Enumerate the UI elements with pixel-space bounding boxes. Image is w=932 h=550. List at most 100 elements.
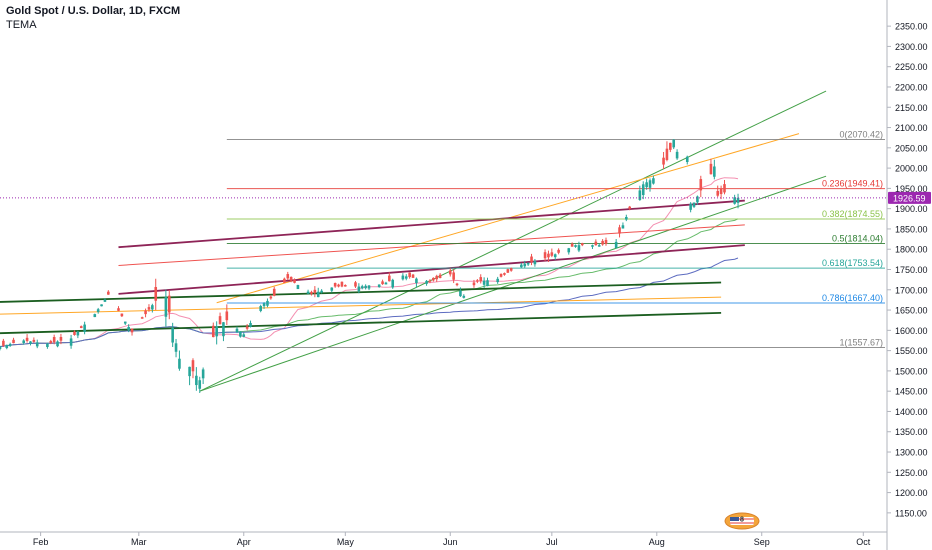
- candle-body: [692, 202, 696, 207]
- candle-body: [239, 331, 242, 337]
- candle-body: [123, 321, 127, 324]
- trend-line: [199, 175, 827, 392]
- svg-text:8: 8: [740, 517, 744, 524]
- candle-body: [689, 203, 692, 210]
- candle-body: [384, 282, 388, 285]
- price-tick-label: 1400.00: [895, 407, 928, 417]
- fib-level-label: 0.618(1753.54): [822, 258, 883, 268]
- candle-body: [249, 323, 252, 327]
- candle-body: [364, 285, 367, 289]
- candle-body: [344, 285, 347, 287]
- candle-body: [337, 284, 340, 287]
- candle-body: [357, 286, 361, 292]
- candle-body: [195, 375, 198, 386]
- candle-body: [669, 142, 672, 150]
- price-tick-label: 1900.00: [895, 204, 928, 214]
- candle-body: [520, 264, 523, 268]
- candle-body: [614, 241, 618, 249]
- candle-body: [733, 197, 736, 204]
- fib-level-label: 0.382(1874.55): [822, 209, 883, 219]
- candle-body: [188, 366, 191, 377]
- price-axis[interactable]: 2350.00 2300.00 2250.00 2200.00 2150.00 2100.…: [886, 0, 928, 550]
- candle-body: [391, 279, 395, 288]
- candle-body: [567, 248, 571, 253]
- candle-body: [719, 188, 723, 195]
- price-tick-label: 1800.00: [895, 245, 928, 255]
- current-price: 1926.59: [0, 191, 931, 204]
- price-tick-label: 1350.00: [895, 427, 928, 437]
- time-axis[interactable]: Feb Mar Apr May Jun Jul Aug Sep Oct: [0, 531, 887, 547]
- candle-body: [628, 206, 632, 209]
- candle-body: [462, 295, 466, 298]
- candle-body: [388, 275, 391, 282]
- candle-body: [381, 281, 384, 285]
- candle-body: [665, 148, 669, 160]
- candle-body: [52, 337, 56, 343]
- candle-body: [499, 273, 503, 277]
- candle-body: [591, 245, 594, 247]
- candle-body: [191, 360, 195, 372]
- candle-body: [22, 340, 25, 344]
- candle-body: [76, 331, 80, 336]
- candle-body: [242, 334, 246, 337]
- candle-body: [201, 369, 205, 379]
- time-tick-label: Jun: [443, 537, 458, 547]
- flag-logo-icon: 8: [724, 512, 760, 530]
- candle-body: [472, 282, 476, 286]
- candle-body: [120, 313, 124, 317]
- candle-body: [266, 300, 269, 306]
- candle-body: [455, 283, 459, 286]
- candle-body: [408, 272, 411, 278]
- candle-body: [272, 288, 276, 296]
- price-tick-label: 2300.00: [895, 42, 928, 52]
- candle-body: [12, 339, 15, 344]
- candle-body: [49, 341, 53, 343]
- current-price-tag: [888, 191, 931, 204]
- candle-body: [641, 184, 645, 196]
- fib-level-label: 1(1557.67): [839, 338, 883, 348]
- candle-body: [432, 277, 435, 281]
- candle-body: [171, 327, 174, 343]
- candle-body: [147, 307, 151, 310]
- candle-body: [5, 344, 9, 349]
- candle-body: [553, 254, 557, 258]
- candle-body: [662, 157, 665, 165]
- candle-body: [293, 279, 296, 283]
- price-tick-label: 2350.00: [895, 22, 928, 32]
- candle-body: [696, 196, 699, 203]
- candle-body: [435, 275, 439, 280]
- candles: [0, 139, 740, 393]
- price-tick-label: 2100.00: [895, 123, 928, 133]
- candle-body: [225, 311, 229, 321]
- candle-body: [83, 324, 86, 332]
- candle-body: [35, 342, 39, 347]
- fib-level-label: 0(2070.42): [839, 130, 883, 140]
- candle-body: [401, 275, 405, 280]
- candle-body: [530, 256, 533, 262]
- fib-level-label: 0.5(1814.04): [832, 234, 883, 244]
- candle-body: [211, 325, 215, 338]
- candle-body: [140, 317, 144, 319]
- candle-body: [645, 182, 648, 188]
- price-tick-label: 2250.00: [895, 62, 928, 72]
- candle-body: [103, 299, 107, 302]
- candle-body: [652, 178, 655, 184]
- trend-line: [118, 224, 745, 266]
- price-tick-label: 2200.00: [895, 82, 928, 92]
- candle-body: [557, 249, 560, 253]
- current-price-label: 1926.59: [893, 193, 926, 203]
- price-tick-label: 1150.00: [895, 508, 927, 518]
- candle-body: [709, 163, 713, 175]
- drawings[interactable]: [0, 90, 885, 392]
- candle-body: [638, 190, 642, 200]
- price-tick-label: 1700.00: [895, 285, 928, 295]
- candle-body: [127, 326, 130, 330]
- candle-body: [672, 139, 676, 148]
- price-tick-label: 1550.00: [895, 346, 928, 356]
- fib-labels: 0(2070.42) 0.236(1949.41) 0.382(1874.55) 0.…: [822, 130, 883, 348]
- candle-body: [648, 180, 652, 188]
- candle-body: [526, 262, 530, 265]
- price-tick-label: 1200.00: [895, 488, 928, 498]
